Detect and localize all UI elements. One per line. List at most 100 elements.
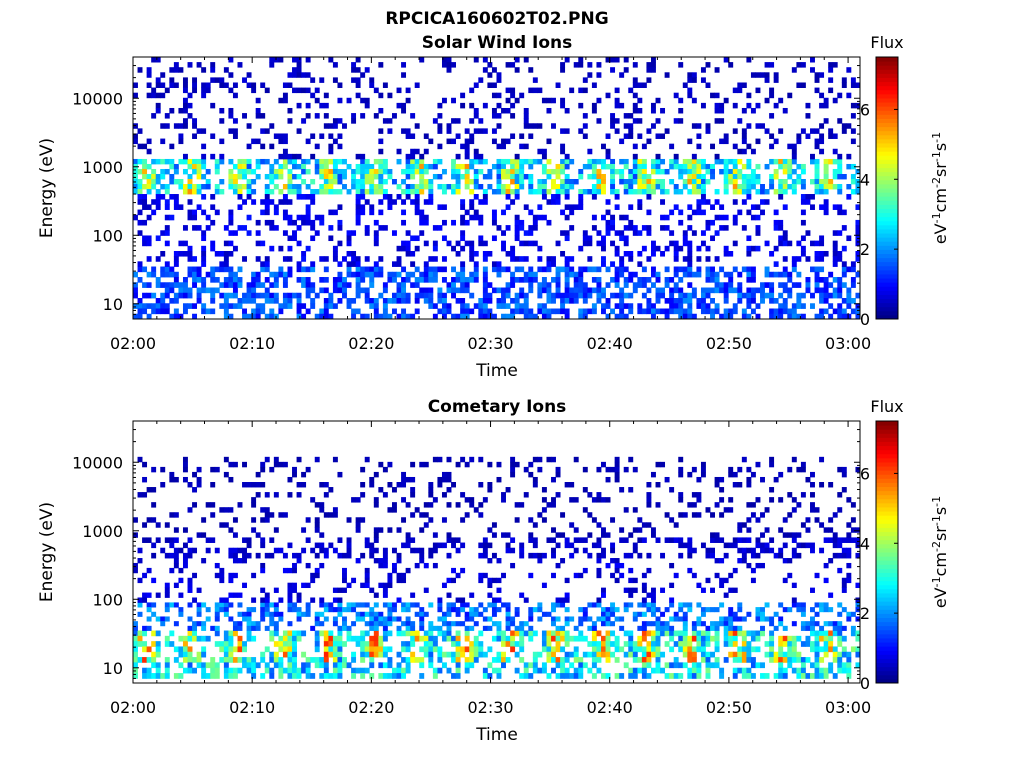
heat-cell: [551, 199, 556, 205]
heat-cell: [610, 292, 616, 299]
heat-cell: [610, 261, 616, 267]
heat-cell: [296, 240, 302, 247]
heat-cell: [764, 62, 770, 68]
heat-cell: [451, 542, 456, 549]
heat-cell: [237, 611, 243, 617]
heat-cell: [451, 62, 456, 68]
heat-cell: [760, 630, 765, 637]
heat-cell: [610, 219, 616, 226]
heat-cell: [342, 158, 347, 165]
heat-cell: [292, 219, 297, 226]
heat-cell: [305, 168, 311, 175]
heat-cell: [637, 667, 643, 674]
heat-cell: [437, 651, 443, 658]
heat-cell: [192, 271, 198, 278]
heat-cell: [373, 527, 379, 533]
heat-cell: [778, 235, 784, 242]
heat-cell: [469, 163, 475, 170]
heat-cell: [364, 611, 370, 617]
heat-cell: [178, 123, 184, 129]
heat-cell: [528, 163, 534, 170]
colorbar-swatch: [876, 151, 898, 156]
heat-cell: [469, 204, 475, 210]
heat-cell: [133, 517, 138, 523]
heat-cell: [414, 163, 420, 170]
heat-cell: [496, 163, 502, 170]
heat-cell: [346, 97, 352, 104]
heat-cell: [201, 92, 207, 99]
heat-cell: [146, 184, 152, 190]
heat-cell: [269, 271, 275, 278]
heat-cell: [632, 158, 638, 165]
heat-cell: [578, 282, 584, 288]
heat-cell: [623, 158, 629, 165]
heat-cell: [342, 625, 347, 631]
heat-cell: [737, 282, 743, 288]
heat-cell: [323, 102, 329, 109]
heat-cell: [837, 303, 843, 309]
heat-cell: [601, 587, 606, 593]
heat-cell: [805, 282, 811, 288]
heat-cell: [187, 635, 193, 642]
heat-cell: [310, 657, 316, 663]
heat-cell: [151, 630, 157, 637]
heat-cell: [587, 148, 593, 155]
heat-cell: [337, 607, 343, 613]
heat-cell: [342, 657, 347, 663]
heat-cell: [178, 250, 184, 257]
heat-cell: [210, 62, 216, 68]
heat-cell: [596, 292, 602, 299]
heat-cell: [269, 308, 275, 315]
heat-cell: [596, 602, 602, 608]
heat-cell: [769, 292, 775, 299]
heat-cell: [314, 611, 320, 617]
colorbar-swatch: [876, 93, 898, 99]
heat-cell: [260, 240, 266, 247]
heat-cell: [814, 143, 820, 150]
heat-cell: [487, 558, 493, 564]
heat-cell: [142, 461, 148, 468]
heat-cell: [310, 179, 316, 185]
heat-cell: [696, 163, 702, 170]
heat-cell: [387, 461, 393, 468]
heat-cell: [369, 184, 375, 190]
heat-cell: [432, 625, 438, 631]
heat-cell: [837, 158, 843, 165]
heat-cell: [546, 308, 552, 315]
heat-cell: [650, 107, 656, 114]
heat-cell: [419, 616, 425, 622]
heat-cell: [269, 630, 275, 637]
heat-cell: [337, 646, 343, 653]
heat-cell: [560, 630, 566, 637]
heat-cell: [532, 277, 538, 283]
heat-cell: [641, 292, 647, 299]
heat-cell: [619, 625, 625, 631]
heat-cell: [428, 194, 434, 200]
heat-cell: [419, 657, 425, 663]
heat-cell: [423, 277, 429, 283]
heat-cell: [619, 308, 625, 315]
heat-cell: [410, 173, 416, 180]
heat-cell: [133, 657, 138, 663]
heat-cell: [296, 102, 302, 109]
heat-cell: [564, 621, 570, 627]
heat-cell: [673, 673, 679, 679]
heat-cell: [750, 72, 756, 78]
heat-cell: [528, 225, 534, 231]
heat-cell: [778, 662, 784, 669]
heat-cell: [133, 635, 138, 642]
heat-cell: [691, 77, 697, 83]
heat-cell: [242, 77, 247, 83]
heat-cell: [460, 219, 466, 226]
heat-cell: [378, 256, 384, 262]
heat-cell: [523, 277, 529, 283]
heat-cell: [419, 552, 425, 559]
heat-cell: [819, 625, 825, 631]
heat-cell: [314, 292, 320, 299]
heat-cell: [514, 292, 520, 299]
heat-cell: [173, 537, 179, 543]
heat-cell: [782, 673, 788, 679]
heat-cell: [414, 168, 420, 175]
heat-cell: [210, 466, 216, 473]
heat-cell: [537, 552, 543, 559]
